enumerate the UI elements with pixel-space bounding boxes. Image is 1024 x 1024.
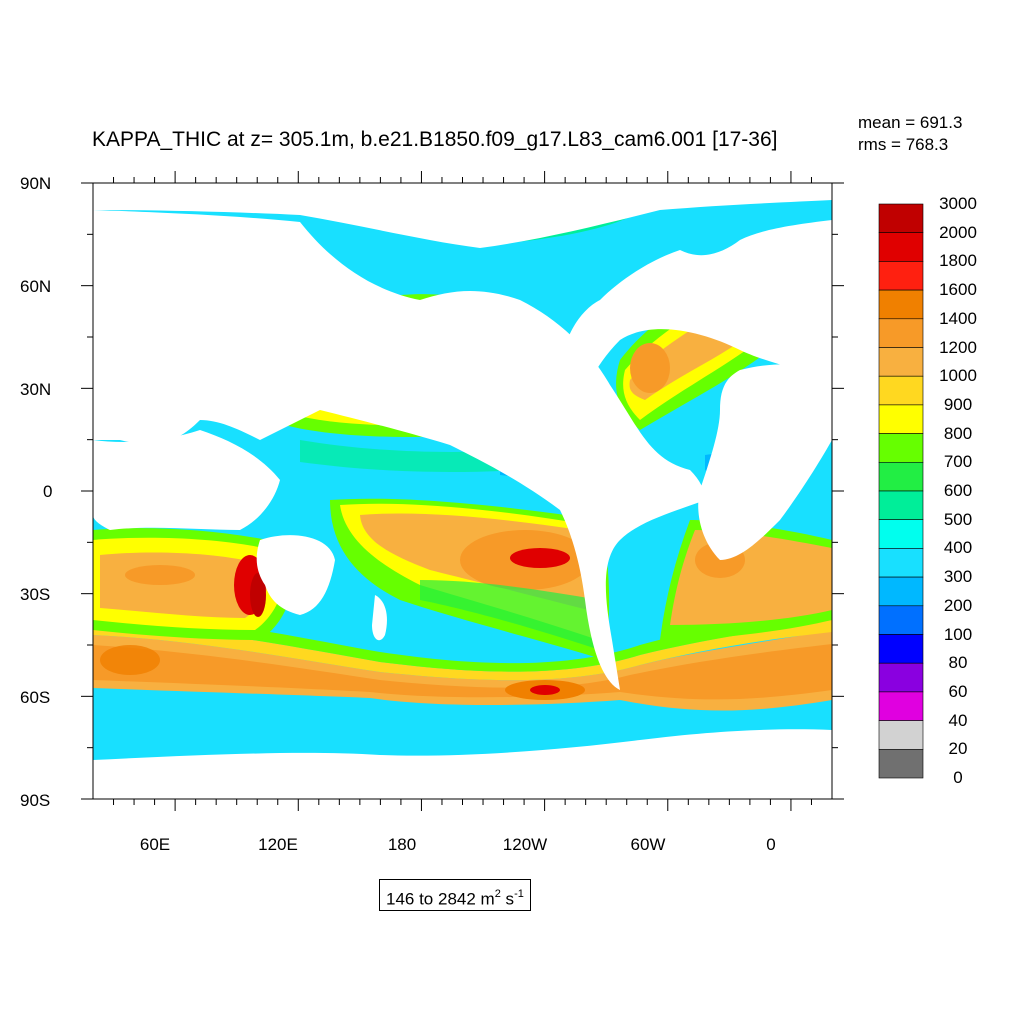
africa: [698, 364, 832, 560]
map-plot-area: [93, 183, 832, 799]
colorbar-label: 0: [953, 768, 963, 787]
south-pacific-gyre: [330, 498, 610, 660]
colorbar-swatch: [878, 203, 924, 234]
colorbar-swatch: [878, 261, 924, 291]
colorbar-swatch: [878, 347, 924, 377]
colorbar-label: 600: [943, 481, 973, 500]
eurasia-americas: [93, 210, 705, 690]
colorbar-swatch: [878, 634, 924, 664]
lat-label-90n: 90N: [20, 174, 52, 193]
continents: [93, 183, 832, 799]
plot-title: KAPPA_THIC at z= 305.1m, b.e21.B1850.f09…: [92, 128, 778, 151]
colorbar-swatch: [878, 548, 924, 578]
colorbar-label: 80: [948, 653, 968, 673]
colorbar-label: 900: [943, 394, 973, 414]
lon-label-60e: 60E: [139, 835, 171, 854]
colorbar-label: 2000: [939, 222, 977, 242]
colorbar-label: 1200: [939, 337, 977, 357]
colorbar-swatch: [878, 691, 924, 721]
colorbar-swatch: [878, 404, 924, 434]
lat-label-equator: 0: [43, 482, 53, 501]
australia: [256, 535, 335, 615]
colorbar-label: 20: [948, 739, 968, 759]
colorbar-swatch: [878, 232, 924, 262]
colorbar-label: 500: [943, 509, 973, 529]
colorbar-swatch: [878, 490, 924, 521]
lon-label-180: 180: [387, 835, 417, 854]
range-exponent-2: -1: [514, 888, 524, 900]
colorbar-label: 700: [943, 452, 973, 472]
lat-label-90s: 90S: [20, 791, 51, 810]
colorbar-swatch: [878, 375, 924, 406]
india-arabia: [93, 430, 280, 530]
range-unit-s: s: [500, 889, 515, 909]
antarctica: [93, 729, 832, 799]
mean-statistic: mean = 691.3: [858, 113, 963, 132]
colorbar-swatch: [878, 720, 924, 750]
colorbar-label: 200: [943, 595, 973, 615]
colorbar-label: 800: [943, 423, 973, 443]
colorbar-swatch: [878, 748, 924, 779]
colorbar-swatch: [878, 318, 924, 348]
colorbar-label: 1400: [939, 308, 977, 328]
lon-label-0: 0: [766, 835, 776, 854]
colorbar-label: 400: [943, 538, 973, 558]
colorbar-swatch: [878, 461, 924, 492]
colorbar-label: 1800: [939, 251, 977, 271]
range-exponent-1: 2: [494, 888, 501, 900]
range-text: 146 to 2842 m: [386, 889, 495, 909]
colorbar-label: 3000: [939, 194, 977, 213]
colorbar-swatch: [878, 433, 924, 463]
lat-label-60n: 60N: [20, 277, 52, 296]
lon-label-60w: 60W: [630, 835, 666, 854]
colorbar-label: 1600: [939, 280, 977, 300]
lat-label-60s: 60S: [20, 688, 51, 707]
lat-label-30s: 30S: [20, 585, 51, 604]
rms-statistic: rms = 768.3: [858, 135, 949, 154]
lat-label-30n: 30N: [20, 380, 52, 399]
colorbar-swatch: [878, 605, 924, 635]
colorbar-label: 60: [948, 681, 968, 701]
colorbar-label: 100: [943, 624, 973, 644]
north-atlantic-coast: [560, 220, 832, 450]
colorbar: [878, 203, 924, 779]
lon-label-120e: 120E: [258, 835, 298, 854]
axis-ticks: [81, 171, 844, 811]
colorbar-label: 1000: [939, 366, 977, 386]
arctic-coast: [93, 183, 832, 248]
indian-ocean-gyre: [93, 528, 294, 640]
colorbar-label: 40: [948, 710, 968, 730]
lon-label-120w: 120W: [502, 835, 548, 854]
colorbar-swatch: [878, 576, 924, 607]
value-range-box: 146 to 2842 m2 s-1: [379, 879, 531, 911]
colorbar-label: 300: [943, 567, 973, 587]
new-zealand: [372, 595, 387, 641]
colorbar-swatch: [878, 662, 924, 693]
colorbar-swatch: [878, 519, 924, 549]
colorbar-swatch: [878, 289, 924, 320]
